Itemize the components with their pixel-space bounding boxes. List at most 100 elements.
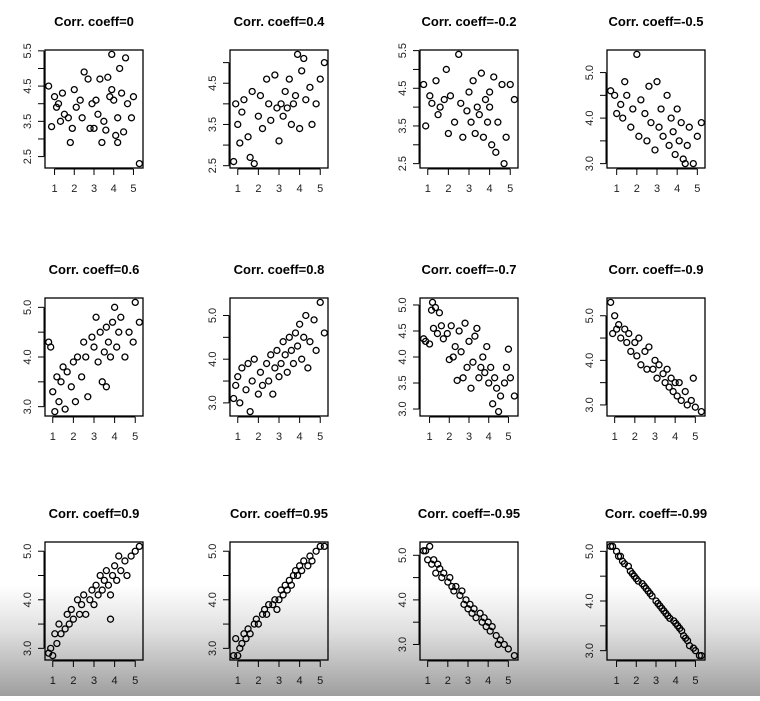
data-point (113, 576, 121, 585)
y-tick-label: 5.0 (207, 544, 219, 559)
data-point (68, 124, 76, 133)
data-point (645, 82, 653, 90)
x-tick-label: 4 (672, 431, 678, 443)
data-point (256, 91, 265, 100)
x-tick-label: 4 (674, 183, 680, 195)
data-point (627, 123, 635, 131)
data-point (98, 586, 106, 594)
x-tick-label: 2 (632, 431, 638, 443)
data-point (697, 651, 706, 660)
data-point (462, 596, 470, 604)
data-point (293, 342, 302, 350)
data-point (102, 126, 110, 134)
data-point (304, 364, 312, 372)
x-tick-label: 5 (317, 675, 323, 687)
data-point (504, 645, 512, 653)
x-tick-label: 2 (633, 675, 639, 687)
data-point (463, 107, 471, 115)
x-tick-label: 3 (466, 183, 472, 195)
data-point (229, 394, 238, 403)
plot-frame (606, 541, 706, 661)
data-point (291, 329, 300, 337)
data-point (94, 358, 102, 366)
data-point (669, 387, 677, 396)
data-point (283, 586, 291, 594)
data-point (439, 335, 448, 343)
data-point (446, 573, 454, 582)
data-point (96, 75, 104, 83)
data-point (667, 374, 675, 382)
data-point (232, 634, 240, 643)
x-tick-label: 2 (71, 183, 77, 195)
data-point (63, 610, 71, 619)
data-point (432, 77, 440, 85)
x-tick-label: 2 (255, 431, 261, 443)
y-tick-label: 5.5 (397, 43, 409, 58)
data-point (675, 137, 683, 145)
data-point (244, 359, 252, 368)
plot-frame (419, 297, 519, 417)
x-tick-label: 1 (426, 431, 432, 443)
y-tick-label: 3.0 (584, 156, 596, 171)
data-point (90, 343, 98, 351)
data-point (665, 383, 673, 391)
data-point (308, 557, 316, 565)
data-point (127, 114, 136, 122)
data-point (289, 100, 298, 108)
data-point (283, 368, 291, 376)
x-tick-label: 2 (445, 183, 451, 195)
x-tick-label: 4 (112, 675, 118, 687)
data-point (485, 379, 493, 387)
data-point (250, 159, 258, 168)
data-point (510, 95, 519, 104)
data-point (104, 581, 113, 589)
y-tick-label: 5.5 (22, 43, 34, 58)
data-point (637, 96, 645, 104)
data-point (428, 99, 436, 107)
data-point (480, 614, 488, 622)
data-point (637, 361, 645, 369)
data-point (258, 381, 267, 390)
data-point (298, 355, 306, 363)
data-point (442, 65, 450, 74)
x-tick-label: 1 (613, 675, 619, 687)
data-point (50, 93, 59, 101)
scatter-panel: Corr. coeff=-0.99 1 2 3 4 5 3.0 4.0 5.0 (584, 506, 707, 687)
y-tick-label: 4.0 (584, 593, 596, 608)
data-point (281, 87, 289, 96)
data-point (475, 374, 483, 382)
data-point (471, 129, 479, 138)
data-point (283, 104, 291, 112)
data-point (437, 322, 446, 330)
data-point (121, 353, 129, 361)
data-point (683, 401, 691, 409)
data-point (312, 547, 320, 555)
data-point (689, 374, 697, 382)
data-point (320, 542, 329, 551)
data-point (265, 100, 273, 108)
y-tick-label: 4.5 (207, 76, 219, 91)
x-tick-label: 1 (235, 183, 241, 195)
data-point (687, 396, 695, 405)
x-tick-label: 2 (634, 183, 640, 195)
data-point (240, 96, 248, 104)
data-point (106, 591, 115, 599)
y-tick-label: 3.0 (397, 401, 409, 416)
data-point (458, 587, 466, 595)
data-point (234, 373, 242, 381)
data-point (287, 120, 296, 129)
data-point (60, 110, 69, 118)
x-tick-label: 2 (255, 675, 261, 687)
data-point (265, 377, 273, 385)
data-point (88, 333, 96, 341)
data-point (485, 103, 494, 111)
data-point (271, 71, 279, 79)
data-point (426, 92, 434, 100)
data-point (426, 542, 434, 551)
data-point (49, 651, 57, 660)
data-point (471, 332, 479, 340)
y-tick-label: 4.5 (22, 78, 34, 93)
data-point (659, 370, 667, 378)
data-point (102, 383, 111, 391)
data-point (119, 128, 128, 136)
